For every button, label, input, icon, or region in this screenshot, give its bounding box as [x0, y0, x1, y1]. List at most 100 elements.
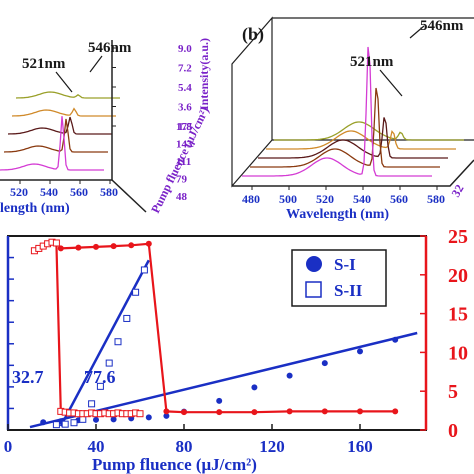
panel-b-spectrum-79	[266, 129, 456, 150]
panel-c-point-circle	[163, 408, 170, 415]
panel-a-intensity-label: Intensity(a.u.)	[197, 38, 211, 110]
panel-a-intensity-tick-label: 7.2	[178, 63, 192, 75]
panel-b-x-tick-label: 500	[279, 192, 297, 206]
panel-c-point-circle	[145, 240, 152, 247]
panel-c-point-circle	[57, 245, 64, 252]
panel-a-intensity-tick-label: 3.6	[178, 102, 192, 114]
panel-b-peak-label-521: 521nm	[350, 54, 394, 70]
panel-c-right-tick-label: 25	[448, 226, 468, 248]
panel-c-point-circle	[110, 243, 117, 250]
panel-a-peak-label-521: 521nm	[22, 56, 66, 72]
panel-b-spectrum-48	[274, 121, 464, 141]
panel-c-right-ticks: 0 5 10 15 20 25	[420, 226, 468, 442]
panel-a-x-label: length (nm)	[0, 201, 70, 216]
panel-c-legend-marker-s-ii	[305, 281, 322, 298]
panel-c-marks	[29, 238, 418, 429]
panel-c-point-circle	[392, 336, 399, 343]
panel-c-x-label: Pump fluence (μJ/cm²)	[92, 455, 257, 474]
panel-c-point-square	[132, 288, 140, 296]
panel-c-point-circle	[75, 244, 82, 251]
panel-c-legend-marker-s-i	[306, 256, 322, 272]
panel-a-fluence-ticks: 175 143 111 79 48	[176, 121, 193, 203]
panel-c-x-tick-label: 160	[347, 437, 373, 456]
panel-c-point-circle	[357, 348, 363, 355]
panel-c-point-circle	[93, 243, 99, 250]
panel-a-x-tick-label: 520	[10, 185, 28, 199]
panel-a-spectrum-175	[0, 116, 104, 171]
panel-c-point-circle	[357, 408, 363, 415]
panel-c: 0 40 80 120 160 0 5 10 15 20 25 Pump fluence (μJ/…	[4, 226, 468, 474]
panel-a-fluence-tick-label: 111	[176, 156, 191, 168]
panel-c-point-circle	[251, 409, 258, 416]
panel-a-spectra	[0, 91, 120, 171]
panel-a: 520 540 560 580 length (nm) 9.0 7.2 5.4 3.6 1.8…	[0, 38, 212, 216]
panel-c-x-tick-label: 80	[176, 437, 193, 456]
panel-b-x-tick-label: 580	[427, 192, 445, 206]
panel-b-x-label: Wavelength (nm)	[286, 207, 389, 222]
panel-a-peak-label-546: 546nm	[88, 40, 132, 56]
panel-a-spectrum-79	[11, 107, 116, 117]
panel-c-point-circle	[145, 414, 152, 421]
panel-c-point-square	[105, 359, 113, 367]
panel-c-point-square	[52, 421, 60, 429]
panel-c-point-circle	[321, 408, 328, 415]
panel-c-point-circle	[216, 397, 223, 404]
panel-a-depth-axis	[111, 179, 147, 213]
panel-b-x-tick-label: 520	[316, 192, 334, 206]
panel-a-x-tick-label: 580	[100, 185, 118, 199]
panel-b-peak-arrow-546	[409, 25, 425, 39]
panel-c-x-tick-label: 40	[88, 437, 105, 456]
panel-a-spectrum-143	[3, 118, 108, 153]
panel-c-x-tick-label: 0	[4, 437, 13, 456]
panel-c-point-square	[96, 382, 104, 390]
panel-c-point-square	[70, 419, 78, 427]
panel-c-point-square	[61, 420, 69, 428]
panel-a-spectrum-48	[15, 91, 120, 99]
panel-b-spectrum-175	[242, 46, 432, 177]
panel-a-intensity-ticks: 9.0 7.2 5.4 3.6 1.8	[112, 43, 192, 133]
panel-c-point-square	[140, 266, 148, 274]
panel-c-point-square	[136, 410, 144, 418]
panel-b-spectrum-143	[250, 87, 440, 168]
panel-c-annotation-threshold-2: 77.6	[84, 367, 116, 387]
panel-c-fit-line-1	[59, 259, 150, 427]
panel-c-point-square	[114, 338, 122, 346]
panel-c-point-square	[52, 239, 60, 247]
panel-c-point-circle	[40, 419, 47, 426]
panel-c-point-circle	[110, 416, 117, 423]
panel-c-legend-label-s-ii: S-II	[334, 281, 363, 300]
panel-b-tag: (b)	[242, 24, 264, 45]
panel-c-point-circle	[216, 409, 223, 416]
panel-c-right-tick-label: 5	[448, 381, 458, 403]
panel-a-peak-arrow-521	[55, 71, 73, 93]
panel-b-peak-arrow-521	[379, 69, 403, 97]
panel-a-fluence-tick-label: 143	[176, 139, 193, 151]
panel-a-spectrum-111	[7, 116, 112, 135]
panel-c-point-square	[79, 415, 87, 423]
panel-c-point-circle	[251, 384, 258, 391]
panel-b-x-tick-label: 540	[353, 192, 371, 206]
panel-c-point-circle	[286, 408, 293, 415]
panel-b-spectra	[242, 46, 464, 177]
panel-c-point-circle	[286, 372, 293, 379]
panel-a-intensity-tick-label: 5.4	[178, 82, 192, 94]
panel-c-point-circle	[392, 408, 399, 415]
panel-b-x-tick-label: 480	[242, 192, 260, 206]
panel-c-annotation-threshold-1: 32.7	[12, 367, 44, 387]
panel-c-series-line-2	[33, 241, 141, 415]
panel-b-spectrum-111	[258, 117, 448, 159]
panel-c-right-tick-label: 20	[448, 265, 468, 287]
panel-c-legend: S-I S-II	[291, 249, 387, 307]
panel-c-x-ticks: 0 40 80 120 160	[4, 424, 373, 456]
panel-c-point-circle	[181, 409, 187, 416]
panel-b-peak-label-546: 546nm	[420, 18, 464, 34]
panel-a-intensity-tick-label: 9.0	[178, 43, 192, 55]
panel-c-point-circle	[128, 242, 135, 249]
panel-c-point-circle	[93, 416, 99, 423]
panel-c-right-tick-label: 15	[448, 304, 468, 326]
panel-a-peak-arrow-546	[89, 55, 103, 73]
panel-c-point-circle	[163, 412, 170, 419]
panel-b-front-floor-edge	[232, 159, 474, 187]
panel-a-fluence-tick-label: 48	[176, 191, 188, 203]
